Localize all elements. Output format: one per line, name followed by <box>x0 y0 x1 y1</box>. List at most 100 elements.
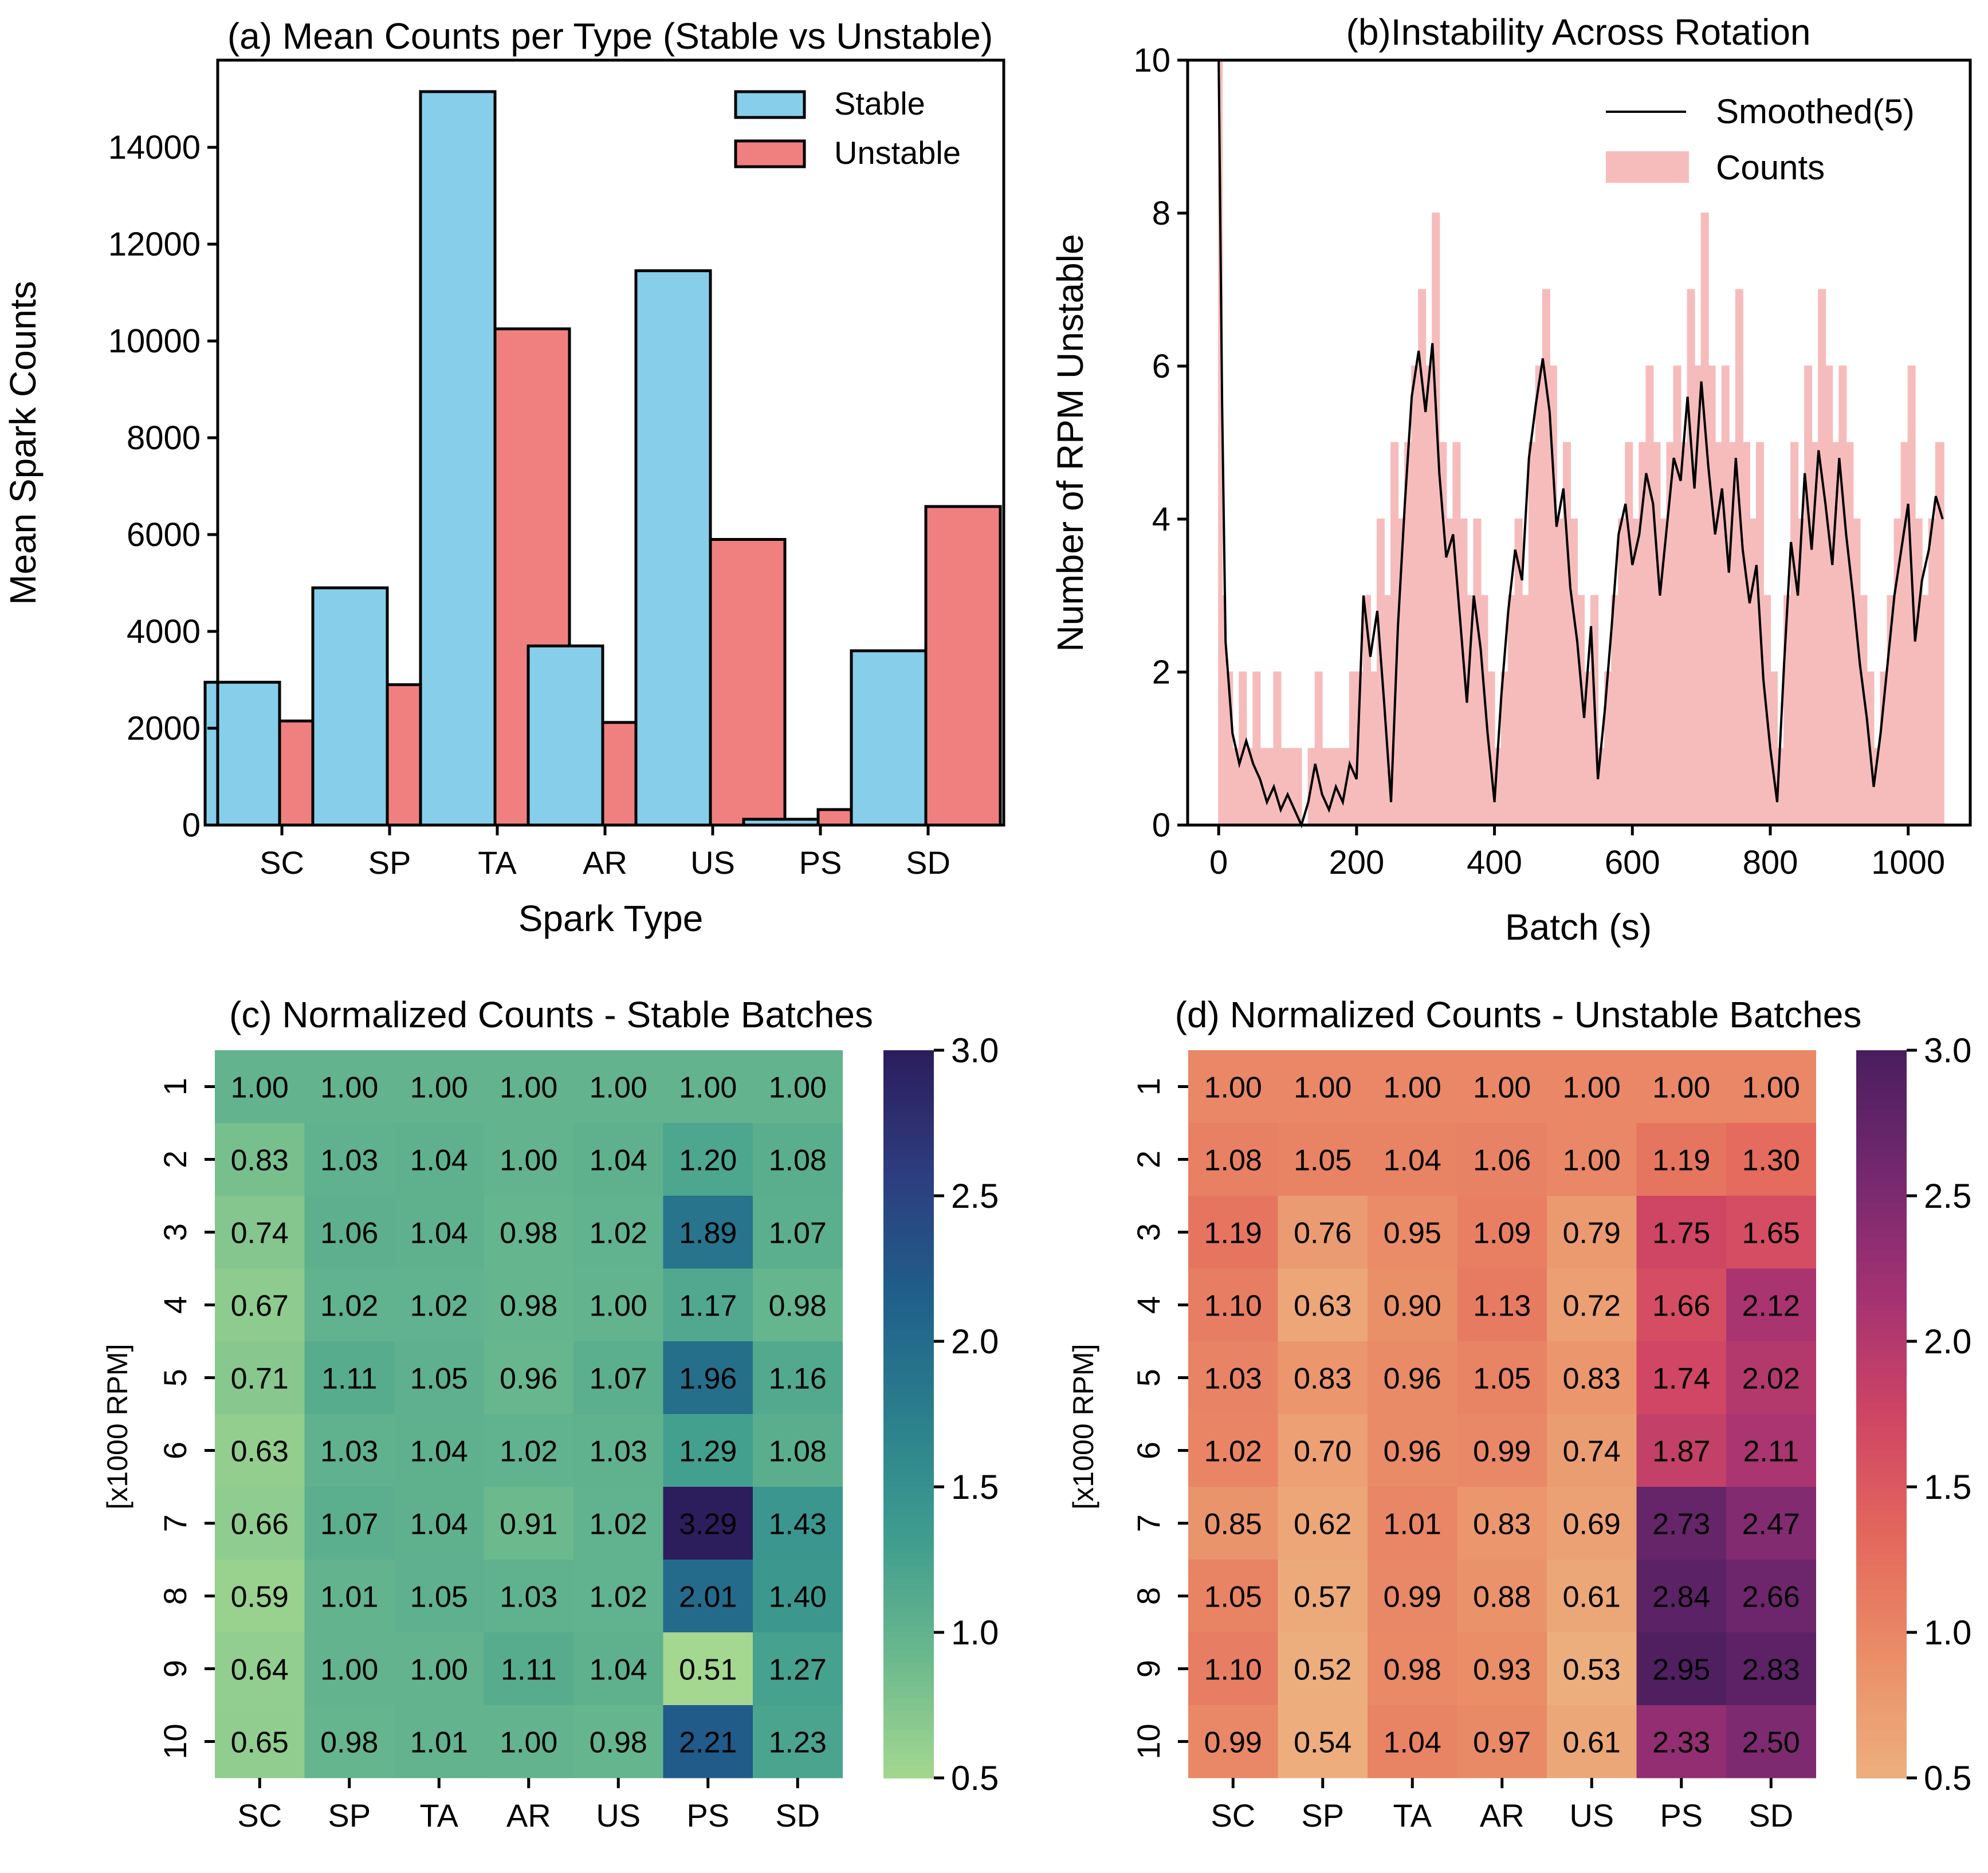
colorbar-segment <box>883 1529 934 1536</box>
heatmap-value-4-SP: 1.02 <box>320 1290 378 1323</box>
y-tick-label: 14000 <box>108 129 201 166</box>
colorbar-segment <box>883 1238 934 1245</box>
colorbar-segment <box>883 1620 934 1627</box>
colorbar-segment <box>1856 1159 1907 1167</box>
heatmap-value-8-AR: 0.88 <box>1473 1581 1531 1614</box>
colorbar-tick-label: 2.5 <box>951 1177 999 1215</box>
heatmap-cell-3-SP <box>304 1196 395 1269</box>
colorbar-segment <box>883 1420 934 1427</box>
y-tick-label: 4 <box>1152 501 1170 538</box>
column-label: PS <box>686 1797 729 1833</box>
heatmap-cell-2-SD <box>753 1123 843 1196</box>
colorbar-segment <box>883 1244 934 1251</box>
colorbar-segment <box>1856 1384 1907 1391</box>
heatmap-value-9-AR: 0.93 <box>1473 1654 1531 1687</box>
colorbar-segment <box>883 1765 934 1773</box>
colorbar-segment <box>883 1753 934 1761</box>
colorbar-tick-label: 2.0 <box>1924 1322 1971 1361</box>
colorbar-segment <box>1856 1493 1907 1500</box>
x-tick-label: 200 <box>1329 844 1384 881</box>
y-tick-label: 6000 <box>127 516 201 553</box>
colorbar-segment <box>1856 1129 1907 1136</box>
colorbar-segment <box>883 1547 934 1554</box>
colorbar-segment <box>1856 1753 1907 1761</box>
column-label: SP <box>1301 1797 1344 1833</box>
colorbar-segment <box>883 1220 934 1227</box>
heatmap-cell-7-SC <box>215 1487 305 1560</box>
colorbar-segment <box>1856 1644 1907 1651</box>
colorbar-segment <box>883 1281 934 1287</box>
colorbar-segment <box>883 1408 934 1415</box>
heatmap-value-5-US: 0.83 <box>1563 1362 1621 1396</box>
heatmap-value-6-PS: 1.29 <box>679 1435 737 1468</box>
heatmap-value-7-TA: 1.01 <box>1384 1508 1441 1541</box>
colorbar-tick-label: 1.5 <box>1924 1468 1971 1506</box>
heatmap-cell-4-PS <box>1636 1269 1727 1342</box>
heatmap-cell-2-US <box>573 1123 663 1196</box>
heatmap-cell-5-SC <box>1188 1341 1278 1415</box>
colorbar-segment <box>1856 1456 1907 1463</box>
heatmap-value-8-TA: 0.99 <box>1384 1581 1441 1614</box>
row-label: 9 <box>157 1660 193 1678</box>
heatmap-cell-6-TA <box>394 1414 484 1487</box>
colorbar-segment <box>1856 1165 1907 1172</box>
heatmap-cell-5-SP <box>1278 1341 1368 1415</box>
heatmap-value-7-SP: 0.62 <box>1294 1508 1351 1541</box>
colorbar-segment <box>883 1250 934 1257</box>
legend-swatch-counts <box>1606 151 1689 183</box>
column-label: AR <box>506 1797 551 1833</box>
heatmap-value-7-AR: 0.83 <box>1473 1508 1531 1541</box>
panel-b-x-label: Batch (s) <box>1505 906 1652 948</box>
colorbar-segment <box>883 1481 934 1487</box>
column-label: TA <box>1393 1797 1432 1833</box>
colorbar-segment <box>883 1462 934 1470</box>
x-tick-label: US <box>690 845 735 881</box>
heatmap-value-3-SC: 1.19 <box>1204 1217 1262 1250</box>
colorbar-segment <box>1856 1147 1907 1154</box>
heatmap-value-5-AR: 1.05 <box>1473 1362 1531 1396</box>
colorbar-segment <box>883 1705 934 1712</box>
panel-d-colorbar: 3.0 2.5 2.0 1.5 1.0 0.5 <box>1856 1031 1971 1797</box>
colorbar-segment <box>883 1760 934 1766</box>
colorbar-segment <box>1856 1286 1907 1294</box>
colorbar-segment <box>883 1723 934 1730</box>
row-label: 2 <box>1130 1150 1166 1168</box>
heatmap-value-9-US: 1.04 <box>590 1654 647 1687</box>
colorbar-segment <box>883 1735 934 1742</box>
heatmap-value-1-AR: 1.00 <box>1473 1071 1531 1105</box>
colorbar-segment <box>1856 1086 1907 1094</box>
colorbar-segment <box>1856 1748 1907 1754</box>
x-tick-label: AR <box>583 845 627 881</box>
colorbar-segment <box>1856 1620 1907 1627</box>
heatmap-cell-5-SC <box>215 1341 305 1415</box>
heatmap-cell-2-SD <box>1726 1123 1816 1196</box>
colorbar-segment <box>1856 1232 1907 1239</box>
column-label: SC <box>237 1797 282 1833</box>
colorbar-segment <box>1856 1377 1907 1385</box>
colorbar-segment <box>1856 1298 1907 1306</box>
row-label: 8 <box>1130 1587 1166 1605</box>
heatmap-cell-8-TA <box>1368 1560 1457 1633</box>
heatmap-cell-10-SP <box>1278 1705 1368 1778</box>
heatmap-value-4-SP: 0.63 <box>1294 1290 1351 1323</box>
colorbar-segment <box>1856 1602 1907 1609</box>
heatmap-cell-1-SP <box>1278 1050 1368 1124</box>
colorbar-segment <box>883 1341 934 1348</box>
heatmap-cell-9-PS <box>1636 1632 1727 1706</box>
x-tick-label: SP <box>368 845 411 881</box>
heatmap-value-10-SP: 0.98 <box>320 1726 378 1760</box>
heatmap-value-7-SC: 0.66 <box>231 1508 289 1541</box>
heatmap-value-6-TA: 0.96 <box>1384 1435 1441 1468</box>
colorbar-segment <box>883 1711 934 1718</box>
colorbar-segment <box>883 1153 934 1160</box>
heatmap-cell-3-AR <box>484 1196 574 1269</box>
heatmap-value-10-AR: 1.00 <box>500 1726 557 1760</box>
heatmap-value-9-US: 0.53 <box>1563 1654 1621 1687</box>
colorbar-segment <box>1856 1196 1907 1203</box>
heatmap-value-10-PS: 2.21 <box>679 1726 737 1760</box>
heatmap-cell-6-US <box>1547 1414 1637 1487</box>
heatmap-cell-6-SP <box>1278 1414 1368 1487</box>
heatmap-cell-1-AR <box>1457 1050 1547 1124</box>
heatmap-cell-3-SP <box>1278 1196 1368 1269</box>
heatmap-cell-3-PS <box>1636 1196 1727 1269</box>
